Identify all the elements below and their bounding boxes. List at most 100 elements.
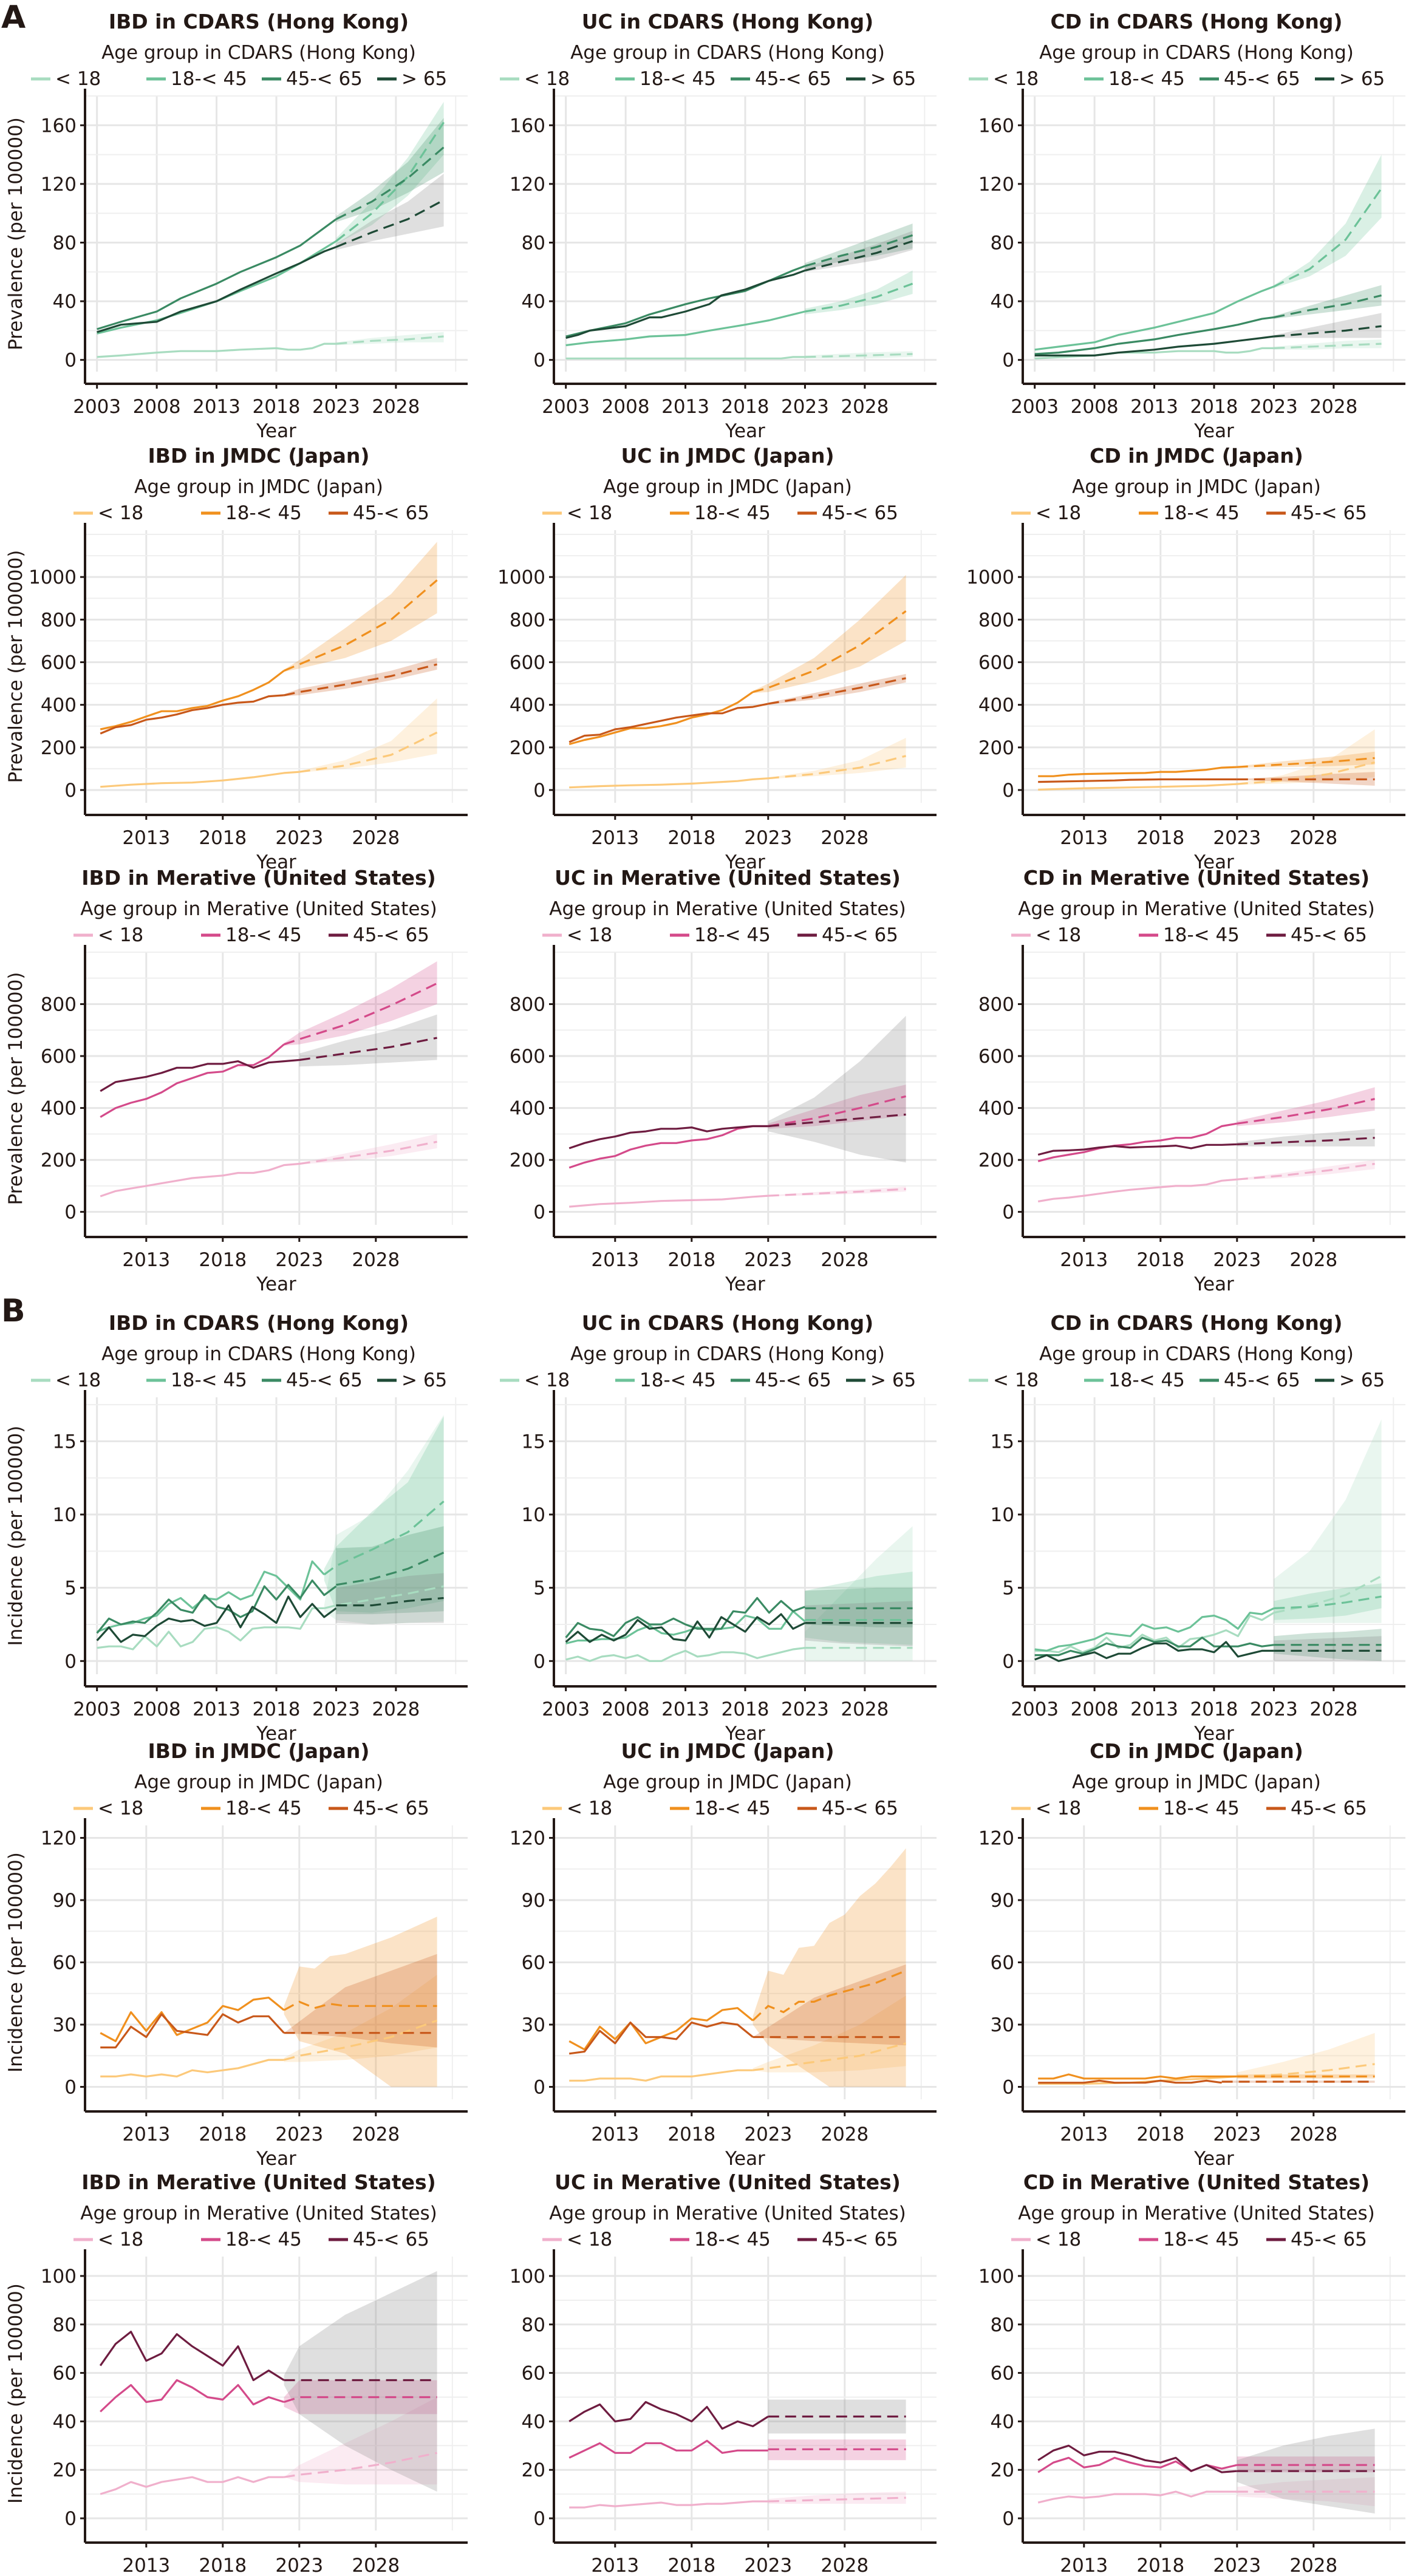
legend-label: < 18 [524, 68, 570, 90]
chart-title: UC in Merative (United States) [555, 866, 901, 890]
legend-label: 18-< 45 [694, 1797, 771, 1819]
legend-item: 18-< 45 [1139, 924, 1240, 946]
x-tick-label: 2018 [199, 827, 247, 849]
x-tick-label: 2023 [744, 2555, 792, 2576]
gridlines [85, 1397, 468, 1674]
x-tick-label: 2008 [602, 396, 650, 418]
series-forecast-line [768, 1095, 906, 1128]
legend-label: > 65 [401, 1369, 447, 1391]
series-observed-line [1038, 783, 1237, 791]
x-axis-label: Year [725, 851, 765, 873]
series-forecast-line [323, 1501, 445, 1576]
y-tick-label: 1000 [966, 567, 1014, 588]
legend-item: 18-< 45 [1139, 1797, 1240, 1819]
y-tick-label: 200 [978, 1150, 1014, 1171]
chart-title: IBD in Merative (United States) [81, 866, 435, 890]
series-forecast-line [1237, 1137, 1375, 1145]
y-tick-label: 80 [53, 2314, 77, 2336]
legend-item: < 18 [542, 502, 612, 524]
y-tick-label: 120 [41, 174, 77, 196]
chart-panel-a3: CD in CDARS (Hong Kong) Age group in CDAR… [969, 10, 1405, 442]
x-axis-label: Year [725, 1723, 765, 1745]
y-tick-label: 600 [510, 1046, 545, 1068]
y-tick-label: 800 [510, 609, 545, 631]
legend-item: 45-< 65 [1266, 502, 1367, 524]
legend-label: < 18 [524, 1369, 570, 1391]
legend-item: 18-< 45 [201, 502, 302, 524]
x-tick-label: 2013 [591, 2124, 639, 2145]
legend-item: < 18 [73, 502, 143, 524]
chart-title: UC in Merative (United States) [555, 2170, 901, 2194]
chart-panel-b7: IBD in Merative (United States) Age group… [5, 2170, 468, 2576]
x-tick-label: 2013 [591, 1249, 639, 1271]
legend-title: Age group in Merative (United States) [1018, 2203, 1375, 2224]
legend-label: 45-< 65 [353, 924, 429, 946]
legend-item: 45-< 65 [329, 2229, 429, 2251]
legend-label: < 18 [1036, 924, 1081, 946]
series-forecast-line [752, 2042, 907, 2071]
legend-item: < 18 [73, 924, 143, 946]
legend-item: < 18 [542, 924, 612, 946]
y-tick-label: 90 [991, 1890, 1014, 1912]
x-tick-label: 2028 [841, 1699, 889, 1720]
x-tick-label: 2018 [199, 2555, 247, 2576]
chart-title: CD in JMDC (Japan) [1090, 444, 1303, 468]
series-forecast-line [284, 663, 437, 697]
x-tick-label: 2013 [122, 1249, 170, 1271]
series-forecast-line [752, 1969, 907, 2022]
legend-label: 18-< 45 [225, 1797, 302, 1819]
gridlines [85, 2257, 468, 2530]
x-tick-label: 2013 [661, 396, 709, 418]
series-observed-line [100, 1043, 285, 1118]
chart-panel-b2: UC in CDARS (Hong Kong) Age group in CDAR… [500, 1311, 937, 1745]
x-tick-label: 2023 [275, 1249, 323, 1271]
series-observed-line [565, 356, 805, 359]
y-tick-label: 100 [978, 2266, 1014, 2288]
legend: < 18 18-< 45 45-< 65 [542, 924, 898, 946]
legend: < 18 18-< 45 45-< 65 > 65 [31, 68, 447, 90]
chart-title: UC in CDARS (Hong Kong) [582, 10, 873, 33]
legend-item: 45-< 65 [797, 1797, 898, 1819]
chart-title: CD in Merative (United States) [1023, 866, 1370, 890]
legend-item: < 18 [1011, 924, 1081, 946]
legend-label: 45-< 65 [286, 1369, 363, 1391]
y-tick-label: 600 [41, 652, 77, 673]
legend-item: 18-< 45 [1139, 502, 1240, 524]
x-tick-label: 2013 [122, 827, 170, 849]
legend-label: 45-< 65 [1291, 1797, 1367, 1819]
ci-ribbon--65 [1274, 1636, 1382, 1661]
ci-ribbon-45-65 [768, 673, 906, 705]
y-tick-label: 100 [41, 2266, 77, 2288]
x-axis-label: Year [1193, 2148, 1234, 2170]
legend-item: 45-< 65 [1266, 1797, 1367, 1819]
y-tick-label: 0 [533, 350, 545, 372]
x-axis-label: Year [1193, 420, 1234, 442]
ci-ribbon-18-45 [336, 101, 444, 244]
legend-item: 45-< 65 [329, 1797, 429, 1819]
y-tick-label: 30 [53, 2014, 77, 2036]
legend-label: 18-< 45 [1108, 68, 1185, 90]
x-tick-label: 2023 [1213, 827, 1261, 849]
ci-ribbon--18 [805, 1526, 913, 1661]
series-observed-line [565, 269, 805, 339]
x-tick-label: 2018 [1136, 2555, 1184, 2576]
series-observed-line [100, 771, 299, 788]
legend-item: < 18 [969, 1369, 1039, 1391]
y-tick-label: 80 [53, 232, 77, 254]
x-tick-label: 2028 [352, 827, 400, 849]
y-tick-label: 0 [64, 2077, 77, 2099]
legend-label: 18-< 45 [694, 2229, 771, 2251]
x-tick-label: 2013 [1060, 2124, 1108, 2145]
x-tick-label: 2018 [1190, 1699, 1238, 1720]
x-axis-label: Year [256, 851, 296, 873]
legend-item: 18-< 45 [201, 924, 302, 946]
legend-label: < 18 [993, 1369, 1039, 1391]
gridlines [554, 2257, 937, 2530]
series-observed-line [1034, 285, 1274, 351]
series-observed-line [569, 1194, 768, 1208]
series-observed-line [100, 1162, 299, 1198]
legend-label: 18-< 45 [694, 924, 771, 946]
legend-title: Age group in CDARS (Hong Kong) [1039, 42, 1354, 64]
series-forecast-line [768, 2496, 906, 2503]
legend-item: < 18 [542, 1797, 612, 1819]
